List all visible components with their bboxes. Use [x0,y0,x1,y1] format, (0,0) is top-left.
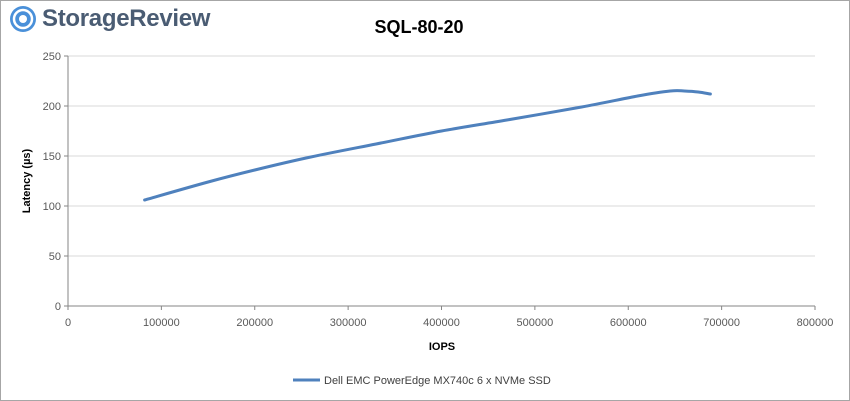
brand-name: StorageReview [42,5,211,32]
x-tick-label: 300000 [330,317,367,329]
series-line [143,89,712,202]
y-axis-label: Latency (µs) [21,148,33,213]
y-tick-label: 200 [43,101,61,113]
y-tick-label: 250 [43,51,61,63]
chart-title: SQL-80-20 [374,17,463,37]
x-axis-label: IOPS [429,341,455,353]
gridlines [68,55,815,257]
storagereview-logo-icon [10,6,36,32]
y-tick-label: 0 [55,301,61,313]
x-axis-ticks: 0 100000 200000 300000 400000 500000 600000 700… [65,306,833,329]
axes [67,56,815,307]
x-tick-label: 500000 [517,317,554,329]
x-tick-label: 400000 [423,317,460,329]
x-tick-label: 100000 [143,317,180,329]
y-tick-label: 150 [43,151,61,163]
y-tick-label: 50 [49,251,61,263]
x-tick-label: 600000 [610,317,647,329]
x-tick-label: 0 [65,317,71,329]
x-tick-label: 700000 [703,317,740,329]
x-tick-label: 200000 [236,317,273,329]
legend-label: Dell EMC PowerEdge MX740c 6 x NVMe SSD [324,375,551,387]
legend: Dell EMC PowerEdge MX740c 6 x NVMe SSD [293,375,551,387]
y-axis-ticks: 0 50 100 150 200 250 [43,51,68,313]
series-lines [143,89,712,202]
y-tick-label: 100 [43,201,61,213]
x-tick-label: 800000 [797,317,834,329]
storagereview-logo: StorageReview [8,4,210,34]
